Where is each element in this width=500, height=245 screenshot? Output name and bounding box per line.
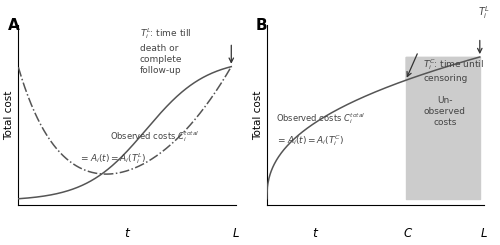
- Text: $= A_i(t) = A_i(T_i^L)$: $= A_i(t) = A_i(T_i^L)$: [79, 151, 146, 166]
- Text: $T_i^C$: time until
censoring: $T_i^C$: time until censoring: [423, 57, 484, 83]
- Text: L: L: [232, 227, 239, 240]
- Text: L: L: [481, 227, 488, 240]
- Text: t: t: [312, 227, 317, 240]
- Text: A: A: [8, 18, 19, 33]
- Y-axis label: Total cost: Total cost: [4, 90, 14, 140]
- Y-axis label: Total cost: Total cost: [252, 90, 262, 140]
- Text: Un-
observed
costs: Un- observed costs: [424, 96, 466, 127]
- Text: B: B: [256, 18, 268, 33]
- Text: t: t: [124, 227, 130, 240]
- Text: C: C: [404, 227, 412, 240]
- Text: $= A_i(t) = A_i(T_i^C)$: $= A_i(t) = A_i(T_i^C)$: [276, 133, 344, 148]
- Text: Observed costs $C_i^{total}$: Observed costs $C_i^{total}$: [110, 129, 199, 144]
- Text: $T_i^L$: time till
death or
complete
follow-up: $T_i^L$: time till death or complete fol…: [140, 26, 192, 75]
- Text: Observed costs $C_i^{total}$: Observed costs $C_i^{total}$: [276, 111, 365, 126]
- Text: $T_i^L$: $T_i^L$: [478, 4, 490, 21]
